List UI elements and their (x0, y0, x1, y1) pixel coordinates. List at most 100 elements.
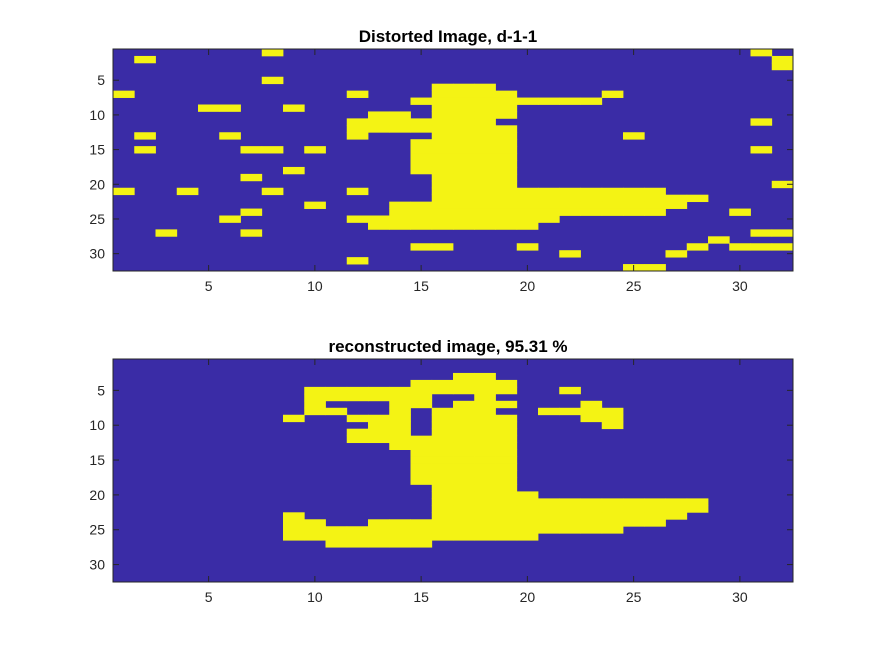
pixel-on (431, 414, 454, 423)
pixel-on (346, 533, 369, 541)
y-tick-label: 20 (89, 487, 105, 503)
pixel-on (644, 208, 666, 216)
pixel-on (261, 146, 284, 154)
pixel-on (495, 146, 518, 154)
pixel-on (283, 533, 305, 541)
axis-ticks: 5 10 15 20 25 30 5 10 15 20 25 30 (89, 359, 793, 605)
pixel-on (431, 526, 454, 534)
pixel-on (601, 208, 624, 216)
pixel-on (495, 104, 518, 112)
pixel-on (644, 498, 666, 506)
x-tick-label: 25 (626, 278, 642, 294)
pixel-on (304, 533, 326, 541)
pixel-on (495, 414, 518, 423)
pixel-on (453, 449, 475, 457)
pixel-on (665, 250, 688, 258)
pixel-on (431, 484, 454, 492)
pixel-on (410, 456, 433, 464)
pixel-on (474, 372, 496, 381)
pixel-on (261, 49, 284, 57)
pixel-on (665, 498, 688, 506)
pixel-on (495, 166, 518, 175)
pixel-on (665, 201, 688, 209)
pixel-on (538, 215, 560, 223)
pixel-on (431, 222, 454, 230)
pixel-on (559, 526, 581, 534)
pixel-on (389, 526, 411, 534)
x-tick-label: 5 (205, 589, 213, 605)
pixel-on (495, 125, 518, 133)
pixel-on (431, 194, 454, 203)
pixel-on (474, 470, 496, 478)
pixel-on (474, 118, 496, 126)
pixel-on (495, 477, 518, 485)
x-tick-label: 5 (205, 278, 213, 294)
pixel-on (431, 428, 454, 437)
pixel-on (495, 187, 518, 196)
pixel-on (580, 407, 603, 416)
pixel-on (559, 194, 581, 203)
pixel-on (410, 463, 433, 471)
pixel-on (325, 533, 348, 541)
pixel-on (538, 187, 560, 196)
pixel-on (283, 526, 305, 534)
x-tick-label: 25 (626, 589, 642, 605)
pixel-on (623, 512, 645, 520)
pixel-on (410, 400, 433, 409)
pixel-on (644, 187, 666, 196)
y-tick-label: 15 (89, 452, 105, 468)
plot-title: Distorted Image, d-1-1 (359, 27, 538, 46)
pixel-on (453, 194, 475, 203)
pixel-on (516, 194, 539, 203)
pixel-on (410, 470, 433, 478)
pixel-on (410, 519, 433, 527)
pixel-on (495, 505, 518, 513)
pixel-on (580, 400, 603, 409)
pixel-on (389, 407, 411, 416)
pixel-on (686, 498, 709, 506)
pixel-on (389, 208, 411, 216)
pixel-on (474, 111, 496, 119)
pixel-on (431, 449, 454, 457)
pixel-on (453, 125, 475, 133)
pixel-on (495, 498, 518, 506)
pixel-on (346, 257, 369, 265)
x-tick-label: 10 (307, 589, 323, 605)
pixel-on (750, 243, 773, 251)
pixel-on (495, 512, 518, 520)
pixel-on (453, 173, 475, 182)
y-tick-label: 25 (89, 522, 105, 538)
pixel-on (516, 533, 539, 541)
pixel-on (431, 173, 454, 182)
y-tick-label: 20 (89, 176, 105, 192)
pixel-on (453, 166, 475, 175)
pixel-on (559, 187, 581, 196)
pixel-on (325, 407, 348, 416)
pixel-on (304, 407, 326, 416)
y-tick-label: 5 (97, 72, 105, 88)
pixel-on (750, 118, 773, 126)
pixel-on (516, 215, 539, 223)
pixel-on (431, 201, 454, 209)
pixel-on (389, 201, 411, 209)
pixel-on (495, 491, 518, 499)
pixel-on (431, 153, 454, 161)
pixel-on (474, 104, 496, 112)
pixel-on (495, 526, 518, 534)
pixel-on (368, 526, 390, 534)
pixel-on (453, 97, 475, 105)
x-tick-label: 15 (413, 278, 429, 294)
pixel-on (474, 187, 496, 196)
pixel-on (495, 215, 518, 223)
pixel-on (431, 491, 454, 499)
pixel-on (410, 386, 433, 395)
pixel-on (538, 505, 560, 513)
pixel-on (474, 208, 496, 216)
pixel-on (219, 215, 241, 223)
pixel-on (601, 526, 624, 534)
pixel-on (601, 498, 624, 506)
pixel-on (346, 526, 369, 534)
pixel-on (474, 166, 496, 175)
pixel-on (495, 201, 518, 209)
pixel-on (176, 187, 199, 196)
